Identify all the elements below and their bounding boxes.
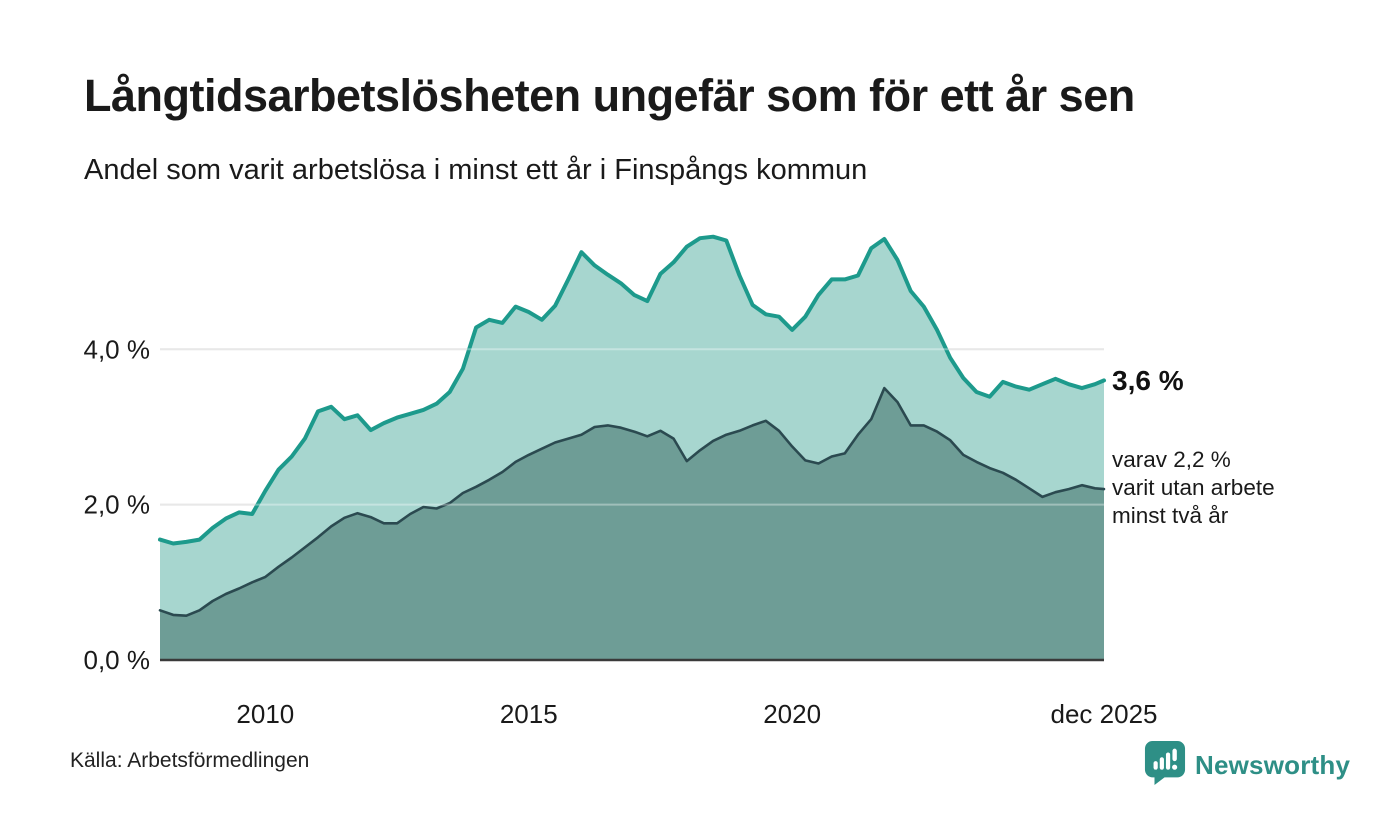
brand-name: Newsworthy xyxy=(1195,749,1351,780)
page-subtitle: Andel som varit arbetslösa i minst ett å… xyxy=(84,154,868,186)
y-tick-label: 0,0 % xyxy=(84,645,151,675)
brand-logo: Newsworthy xyxy=(1144,740,1351,791)
x-tick-label: 2015 xyxy=(500,699,558,729)
two-year-annotation-line3: minst två år xyxy=(1112,503,1229,528)
latest-value-label: 3,6 % xyxy=(1112,365,1184,396)
y-tick-label: 4,0 % xyxy=(84,334,151,364)
newsworthy-icon xyxy=(1144,740,1186,791)
x-tick-label: 2020 xyxy=(763,699,821,729)
page-title: Långtidsarbetslösheten ungefär som för e… xyxy=(84,70,1135,121)
y-tick-label: 2,0 % xyxy=(84,490,151,520)
x-tick-label: 2010 xyxy=(236,699,294,729)
two-year-annotation-line1: varav 2,2 % xyxy=(1112,447,1231,472)
two-year-annotation: varav 2,2 % varit utan arbete minst två … xyxy=(1112,446,1275,530)
two-year-annotation-line2: varit utan arbete xyxy=(1112,475,1275,500)
source-caption: Källa: Arbetsförmedlingen xyxy=(70,749,310,772)
x-tick-label: dec 2025 xyxy=(1051,699,1158,729)
